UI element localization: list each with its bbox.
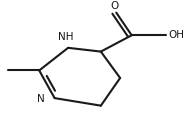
Text: NH: NH xyxy=(58,31,74,42)
Text: O: O xyxy=(110,1,119,11)
Text: N: N xyxy=(37,94,45,104)
Text: OH: OH xyxy=(168,30,184,40)
